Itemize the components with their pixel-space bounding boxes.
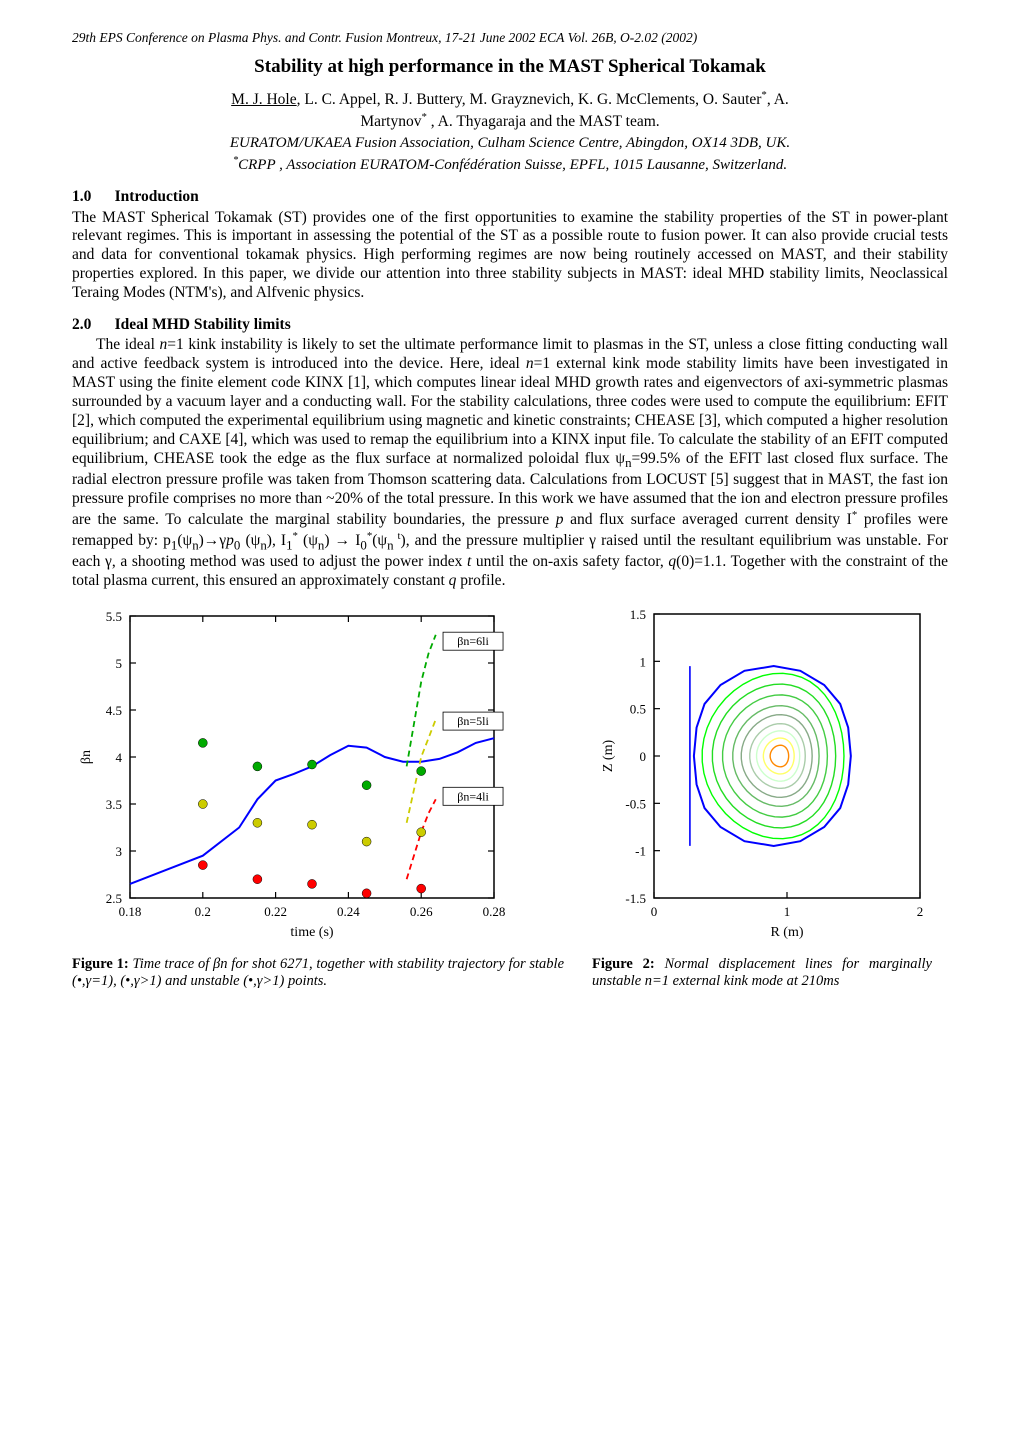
section-2-title: Ideal MHD Stability limits (115, 316, 291, 333)
svg-text:0.2: 0.2 (195, 904, 211, 919)
svg-text:1: 1 (640, 655, 647, 670)
author-martynov: Martynov (360, 113, 421, 130)
section-1-heading: 1.0 Introduction (72, 187, 948, 206)
svg-text:βn=5li: βn=5li (457, 715, 489, 729)
section-2-body: The ideal n=1 kink instability is likely… (72, 336, 948, 590)
svg-text:-0.5: -0.5 (625, 797, 646, 812)
svg-text:R (m): R (m) (770, 925, 803, 940)
paper-title: Stability at high performance in the MAS… (72, 55, 948, 79)
svg-text:βn=6li: βn=6li (457, 635, 489, 649)
figure-2-column: 0 1 2 -1.5 -1 -0.5 0 0.5 1 1.5 R (m) Z (m) Figure 2… (592, 604, 932, 990)
svg-text:2.5: 2.5 (106, 891, 122, 906)
figure-1-caption-text: Time trace of βn for shot 6271, together… (72, 956, 564, 989)
authors-rest: , L. C. Appel, R. J. Buttery, M. Grayzne… (297, 91, 762, 108)
authors-line2-suffix: , A. Thyagaraja and the MAST team. (427, 113, 660, 130)
svg-text:0.5: 0.5 (630, 702, 646, 717)
figure-1-caption: Figure 1: Time trace of βn for shot 6271… (72, 956, 564, 991)
section-2-heading: 2.0 Ideal MHD Stability limits (72, 315, 948, 334)
section-1-body: The MAST Spherical Tokamak (ST) provides… (72, 209, 948, 304)
section-1-title: Introduction (115, 188, 199, 205)
svg-text:4: 4 (116, 750, 123, 765)
svg-text:1: 1 (784, 904, 791, 919)
figure-2-label: Figure 2: (592, 956, 655, 972)
svg-text:0.22: 0.22 (264, 904, 287, 919)
figure-1-label: Figure 1: (72, 956, 129, 972)
corresponding-author: M. J. Hole (231, 91, 296, 108)
affiliation-2: *CRPP , Association EURATOM-Confédératio… (72, 154, 948, 175)
conference-header: 29th EPS Conference on Plasma Phys. and … (72, 30, 948, 47)
section-2-num: 2.0 (72, 316, 91, 333)
figure-1-column: 0.18 0.2 0.22 0.24 0.26 0.28 2.5 3 3.5 4 4.5 5 5.5 ti… (72, 604, 564, 990)
section-1-num: 1.0 (72, 188, 91, 205)
figures-row: 0.18 0.2 0.22 0.24 0.26 0.28 2.5 3 3.5 4 4.5 5 5.5 ti… (72, 604, 948, 990)
affiliation-1: EURATOM/UKAEA Fusion Association, Culham… (72, 134, 948, 153)
authors-line-2: Martynov* , A. Thyagaraja and the MAST t… (72, 111, 948, 132)
svg-text:-1.5: -1.5 (625, 891, 646, 906)
svg-text:0: 0 (651, 904, 658, 919)
svg-text:Z (m): Z (m) (601, 740, 616, 773)
svg-text:1.5: 1.5 (630, 607, 646, 622)
figure-2-chart: 0 1 2 -1.5 -1 -0.5 0 0.5 1 1.5 R (m) Z (m) (592, 604, 932, 944)
svg-text:0.24: 0.24 (337, 904, 360, 919)
svg-text:4.5: 4.5 (106, 703, 122, 718)
svg-text:0.18: 0.18 (119, 904, 142, 919)
svg-text:2: 2 (917, 904, 924, 919)
authors-line-1: M. J. Hole, L. C. Appel, R. J. Buttery, … (72, 89, 948, 110)
svg-text:3: 3 (116, 844, 123, 859)
svg-text:βn: βn (79, 750, 94, 764)
authors-suffix: , A. (767, 91, 789, 108)
svg-text:time (s): time (s) (290, 925, 333, 940)
affiliation-2-text: CRPP , Association EURATOM-Confédération… (238, 157, 787, 173)
svg-text:3.5: 3.5 (106, 797, 122, 812)
svg-text:0: 0 (640, 749, 647, 764)
svg-text:βn=4li: βn=4li (457, 790, 489, 804)
svg-text:-1: -1 (635, 844, 646, 859)
svg-text:0.26: 0.26 (410, 904, 433, 919)
figure-1-chart: 0.18 0.2 0.22 0.24 0.26 0.28 2.5 3 3.5 4 4.5 5 5.5 ti… (72, 604, 564, 944)
figure-2-caption: Figure 2: Normal displacement lines for … (592, 956, 932, 991)
svg-text:5.5: 5.5 (106, 609, 122, 624)
svg-text:0.28: 0.28 (483, 904, 506, 919)
svg-text:5: 5 (116, 656, 123, 671)
